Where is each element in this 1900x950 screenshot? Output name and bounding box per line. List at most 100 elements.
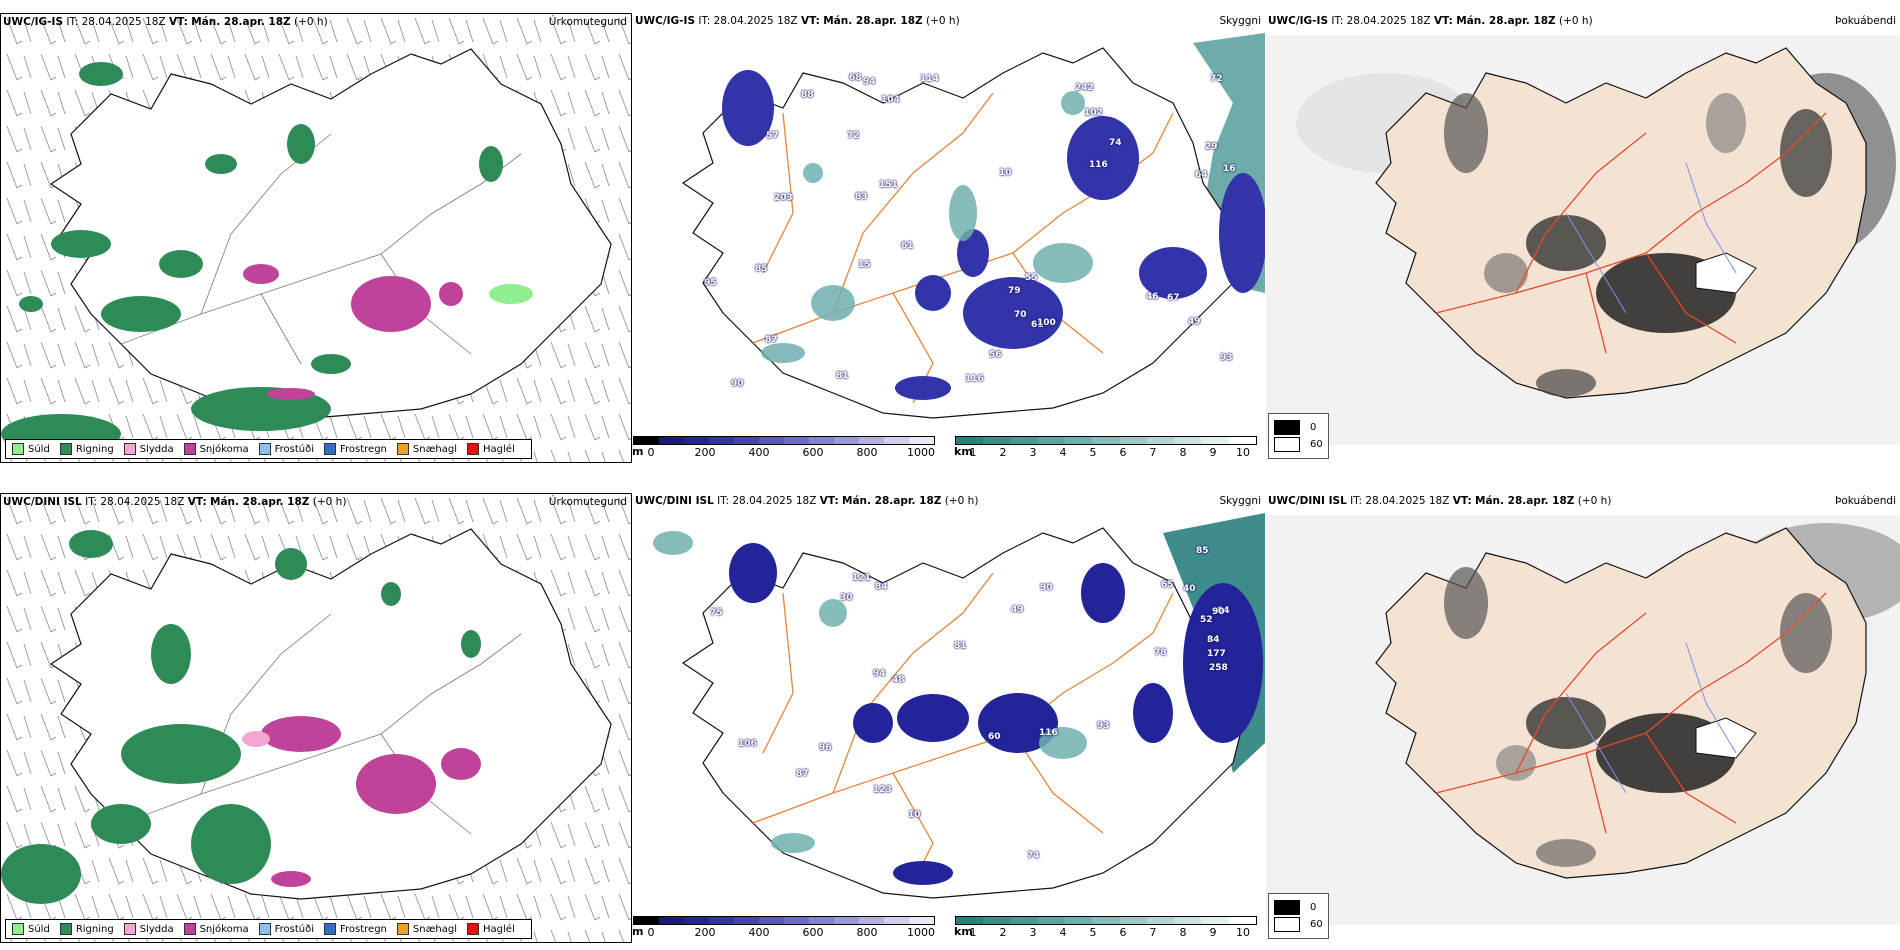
- legend-swatch: [12, 923, 24, 935]
- legend-label: Súld: [28, 923, 50, 935]
- colorbar-tick-label: 4: [1059, 926, 1067, 939]
- ceiling-colorbar: 0 200 400 600 800 1000 m: [633, 436, 935, 459]
- colorbar-tick-label: 0: [647, 926, 655, 939]
- legend-swatch: [123, 443, 136, 455]
- fog-legend: 0 60: [1268, 413, 1329, 459]
- panel-title: UWC/IG-IS IT: 28.04.2025 18Z VT: Mán. 28…: [1268, 15, 1593, 27]
- legend-label: Haglél: [483, 443, 515, 455]
- colorbar-tick-label: 5: [1089, 926, 1097, 939]
- precip-type-map: [1, 494, 631, 942]
- legend-item: Snæhagl: [396, 443, 457, 455]
- colorbar-tick-label: 3: [1029, 926, 1037, 939]
- fog-legend-swatch: [1274, 917, 1300, 932]
- precip-type-legend: Súld Rigning Slydda Snjókoma Frostúði Frostre…: [5, 919, 532, 939]
- legend-swatch: [12, 443, 24, 455]
- colorbar-tick-label: 600: [802, 926, 824, 939]
- visibility-map: [653, 513, 1265, 899]
- reduced-visibility-areas: [653, 531, 1087, 853]
- legend-item: Slydda: [123, 443, 174, 455]
- legend-swatch: [396, 443, 409, 455]
- panel-title: UWC/DINI ISL IT: 28.04.2025 18Z VT: Mán.…: [3, 496, 347, 508]
- colorbar-tick-label: 0: [647, 446, 655, 459]
- fog-panel-row1: UWC/IG-IS IT: 28.04.2025 18Z VT: Mán. 28…: [1266, 13, 1900, 463]
- colorbar-tick-label: 2: [999, 446, 1007, 459]
- panel-field-label: Úrkomutegund: [548, 496, 627, 508]
- colorbar-tick-label: 5: [1089, 446, 1097, 459]
- legend-label: Frostúði: [274, 923, 314, 935]
- fog-panel-row2: UWC/DINI ISL IT: 28.04.2025 18Z VT: Mán.…: [1266, 493, 1900, 943]
- colorbar-tick-label: 800: [856, 926, 878, 939]
- colorbar-tick-label: 200: [694, 926, 716, 939]
- glacier: [1695, 252, 1757, 294]
- legend-item: Slydda: [123, 923, 174, 935]
- snow-areas: [261, 716, 481, 887]
- fog-legend-row: 0: [1274, 420, 1323, 435]
- colorbar-strip: [955, 436, 1257, 445]
- precip-type-panel-row1: UWC/IG-IS IT: 28.04.2025 18Z VT: Mán. 28…: [0, 13, 632, 463]
- colorbar-tick-label: 1000: [907, 446, 935, 459]
- legend-item: Súld: [12, 443, 50, 455]
- legend-item: Frostregn: [324, 443, 387, 455]
- rain-areas: [1, 530, 481, 904]
- colorbar-unit: m: [633, 445, 644, 458]
- colorbar-tick-label: 1: [969, 446, 977, 459]
- legend-item: Rigning: [59, 443, 114, 455]
- snow-areas: [243, 264, 463, 400]
- panel-field-label: Skyggni: [1219, 495, 1262, 507]
- colorbar-tick-label: 6: [1119, 446, 1127, 459]
- legend-item: Snjókoma: [183, 923, 249, 935]
- visibility-colorbar: 1 2 3 4 5 6 7 8 9 10 km: [954, 916, 1257, 939]
- legend-swatch: [396, 923, 409, 935]
- ceiling-colorbar: 0 200 400 600 800 1000 m: [633, 916, 935, 939]
- legend-item: Haglél: [467, 923, 515, 935]
- legend-label: Slydda: [139, 923, 174, 935]
- precip-type-map: [1, 14, 631, 462]
- colorbar-tick-label: 10: [1236, 446, 1250, 459]
- legend-item: Snæhagl: [396, 923, 458, 935]
- visibility-panel-row1: 64 61 61 29 55 10 72 83 90 94 102 114 15 72 93 68 81 87 79…: [633, 13, 1265, 463]
- legend-swatch: [258, 443, 271, 455]
- legend-item: Frostúði: [258, 923, 314, 935]
- legend-swatch: [59, 923, 72, 935]
- reduced-visibility-areas: [761, 91, 1093, 363]
- legend-swatch: [183, 923, 196, 935]
- panel-field-label: Skyggni: [1219, 15, 1262, 27]
- colorbar-tick-label: 8: [1179, 926, 1187, 939]
- panel-title: UWC/IG-IS IT: 28.04.2025 18Z VT: Mán. 28…: [635, 15, 960, 27]
- colorbar-tick-label: 800: [856, 446, 878, 459]
- fog-legend-swatch: [1274, 420, 1300, 435]
- precip-type-legend: Súld Rigning Slydda Snjókoma Frostúði Frostre…: [5, 439, 532, 459]
- legend-label: Snæhagl: [412, 923, 458, 935]
- panel-field-label: Þokuábendi: [1835, 495, 1896, 507]
- colorbar-tick-label: 1: [969, 926, 977, 939]
- colorbar-strip: [633, 436, 935, 445]
- colorbar-tick-label: 8: [1179, 446, 1187, 459]
- legend-item: Frostúði: [258, 443, 314, 455]
- fog-map: [1266, 515, 1900, 925]
- legend-item: Frostregn: [324, 923, 387, 935]
- visibility-colorbar: 1 2 3 4 5 6 7 8 9 10 km: [954, 436, 1257, 459]
- panel-field-label: Þokuábendi: [1835, 15, 1896, 27]
- glacier: [1695, 717, 1757, 759]
- fog-legend-value: 0: [1310, 902, 1317, 913]
- panel-field-label: Úrkomutegund: [548, 16, 627, 28]
- legend-item: Snjókoma: [183, 443, 249, 455]
- fog-legend-value: 0: [1310, 422, 1317, 433]
- legend-label: Haglél: [483, 923, 515, 935]
- visibility-panel-row2: 60 65 84 40 48 10 52 85 75 90 84 87 94 93 96 84 90 81 123 2…: [633, 493, 1265, 943]
- legend-swatch: [59, 443, 72, 455]
- legend-item: Súld: [12, 923, 50, 935]
- colorbar-tick-label: 200: [694, 446, 716, 459]
- legend-label: Súld: [28, 443, 50, 455]
- iceland-coastline: [1375, 527, 1867, 879]
- road-network: [120, 133, 522, 365]
- colorbar-tick-label: 9: [1209, 446, 1217, 459]
- colorbar-strip: [633, 916, 935, 925]
- fog-legend-row: 0: [1274, 900, 1323, 915]
- legend-label: Frostregn: [340, 923, 387, 935]
- colorbar-unit: m: [633, 925, 644, 938]
- fog-legend-value: 60: [1310, 439, 1323, 450]
- legend-item: Haglél: [467, 443, 515, 455]
- fog-map: [1266, 35, 1900, 445]
- colorbar-unit: km: [954, 445, 973, 458]
